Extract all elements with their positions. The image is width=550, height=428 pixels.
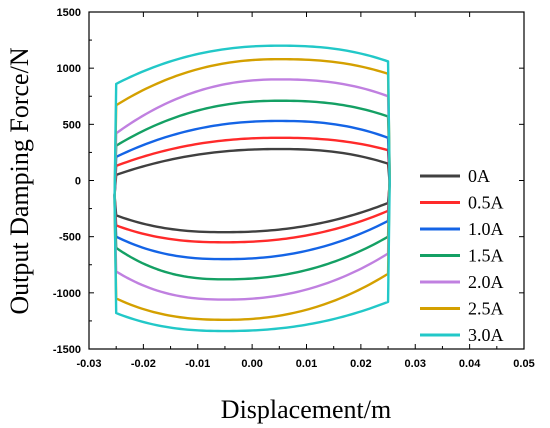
legend-label: 2.0A xyxy=(468,272,504,292)
y-tick-labels: 1500 1000 500 0 -500 -1000 -1500 xyxy=(53,7,81,356)
x-tick-label: 0.02 xyxy=(350,358,371,370)
legend: 0A 0.5A 1.0A 1.5A 2.0A 2.5A 3.0A xyxy=(420,166,504,345)
x-tick-label: 0.01 xyxy=(296,358,317,370)
y-tick-label: 0 xyxy=(75,176,81,188)
x-tick-label: 0.03 xyxy=(405,358,426,370)
series-line-3-0a xyxy=(113,44,391,333)
legend-label: 1.0A xyxy=(468,219,504,239)
series-line-1-5a xyxy=(113,99,391,281)
legend-label: 0.5A xyxy=(468,193,504,213)
legend-label: 2.5A xyxy=(468,299,504,319)
y-tick-label: -1000 xyxy=(53,288,81,300)
y-tick-label: 500 xyxy=(63,119,81,131)
series-line-1-0a xyxy=(113,119,391,261)
legend-label: 0A xyxy=(468,166,490,186)
y-axis-title: Output Damping Force/N xyxy=(5,47,34,314)
x-tick-label: -0.03 xyxy=(76,358,101,370)
x-tick-labels: -0.03 -0.02 -0.01 0.00 0.01 0.02 0.03 0.04 0.05 xyxy=(76,358,534,370)
legend-label: 3.0A xyxy=(468,325,504,345)
x-tick-label: -0.02 xyxy=(131,358,156,370)
x-tick-label: 0.04 xyxy=(459,358,481,370)
plot-curves xyxy=(113,44,391,333)
x-axis-title: Displacement/m xyxy=(221,395,391,424)
series-line-2-5a xyxy=(113,57,391,321)
y-tick-label: 1000 xyxy=(57,63,81,75)
x-tick-label: -0.01 xyxy=(185,358,210,370)
legend-label: 1.5A xyxy=(468,246,504,266)
axis-ticks xyxy=(88,11,525,350)
plot-frame xyxy=(88,11,525,350)
y-tick-label: 1500 xyxy=(57,7,81,19)
y-tick-label: -500 xyxy=(59,232,81,244)
x-tick-label: 0.05 xyxy=(513,358,534,370)
series-line-0-5a xyxy=(113,136,391,244)
series-line-0a xyxy=(113,147,391,234)
series-line-2-0a xyxy=(113,78,391,301)
y-tick-label: -1500 xyxy=(53,344,81,356)
x-tick-label: 0.00 xyxy=(241,358,262,370)
